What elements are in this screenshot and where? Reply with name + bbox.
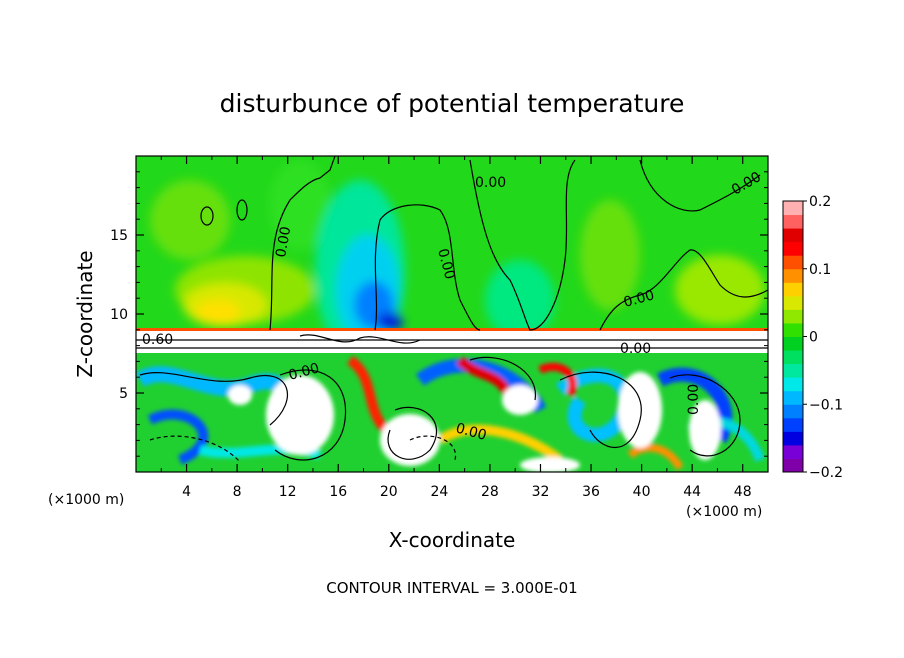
y-axis-label: Z-coordinate — [73, 250, 97, 377]
x-tick-label: 44 — [683, 484, 701, 500]
y-tick-label: 10 — [110, 307, 128, 323]
colorbar-ticks: 0.2 0.1 0 −0.1 −0.2 — [803, 194, 843, 481]
contour-interval-note: CONTOUR INTERVAL = 3.000E-01 — [326, 579, 577, 597]
x-tick-label: 4 — [182, 484, 191, 500]
contour-label: 0.00 — [287, 360, 321, 384]
contour-lines — [136, 156, 768, 463]
colorbar-swatch — [783, 417, 803, 432]
colorbar-swatch — [783, 322, 803, 337]
colorbar-swatch — [783, 255, 803, 270]
x-unit-label-right: (×1000 m) — [686, 504, 762, 520]
colorbar-swatch — [783, 268, 803, 283]
colorbar-swatch — [783, 201, 803, 216]
colorbar-swatch — [783, 458, 803, 473]
y-axis: 5 10 15 — [110, 171, 768, 457]
x-axis-label: X-coordinate — [389, 528, 516, 552]
stable-layer — [136, 331, 768, 353]
colorbar-swatch — [783, 404, 803, 419]
colorbar-swatch — [783, 309, 803, 324]
x-tick-label: 24 — [430, 484, 448, 500]
x-unit-label-left: (×1000 m) — [48, 492, 124, 508]
contour-label: 0.00 — [273, 225, 294, 258]
colorbar-swatch — [783, 228, 803, 243]
colorbar-swatch — [783, 431, 803, 446]
plot-area: 0.00 0.00 0.00 0.00 0.00 0.00 0.60 0.00 … — [136, 156, 768, 472]
contour-labels: 0.00 0.00 0.00 0.00 0.00 0.00 0.60 0.00 … — [142, 169, 764, 444]
colorbar-tick-label: −0.2 — [809, 465, 843, 481]
x-tick-label: 16 — [329, 484, 347, 500]
colorbar-swatch — [783, 295, 803, 310]
colorbar-swatch — [783, 377, 803, 392]
x-tick-label: 20 — [380, 484, 398, 500]
x-tick-label: 28 — [481, 484, 499, 500]
colorbar-tick-label: −0.1 — [809, 397, 843, 413]
lower-layer-field — [136, 355, 765, 472]
colorbar-swatch — [783, 363, 803, 378]
colorbar-swatch — [783, 214, 803, 229]
colorbar — [782, 200, 804, 473]
contour-label: 0.00 — [475, 175, 506, 191]
y-tick-label: 5 — [119, 386, 128, 402]
x-tick-label: 36 — [582, 484, 600, 500]
chart-title: disturbunce of potential temperature — [220, 89, 685, 118]
colorbar-swatch — [783, 336, 803, 351]
x-tick-label: 48 — [734, 484, 752, 500]
colorbar-tick-label: 0.1 — [809, 262, 831, 278]
contour-label: 0.00 — [434, 247, 458, 281]
colorbar-swatch — [783, 390, 803, 405]
x-tick-label: 40 — [633, 484, 651, 500]
y-tick-label: 15 — [110, 228, 128, 244]
colorbar-tick-label: 0.2 — [809, 194, 831, 210]
colorbar-swatch — [783, 241, 803, 256]
contour-label: 0.00 — [620, 341, 651, 357]
x-tick-label: 32 — [532, 484, 550, 500]
colorbar-swatch — [783, 350, 803, 365]
colorbar-swatch — [783, 444, 803, 459]
contour-label: 0.60 — [142, 332, 173, 348]
x-tick-label: 12 — [279, 484, 297, 500]
x-tick-label: 8 — [233, 484, 242, 500]
contour-label: 0.00 — [686, 384, 702, 415]
contour-label: 0.00 — [454, 420, 488, 444]
colorbar-swatch — [783, 282, 803, 297]
contour-label: 0.00 — [622, 287, 656, 311]
colorbar-tick-label: 0 — [809, 330, 818, 346]
x-axis: 4 8 12 16 20 24 28 32 36 40 44 48 — [160, 156, 752, 500]
inversion-band — [136, 328, 768, 331]
upper-layer-field — [150, 160, 765, 360]
